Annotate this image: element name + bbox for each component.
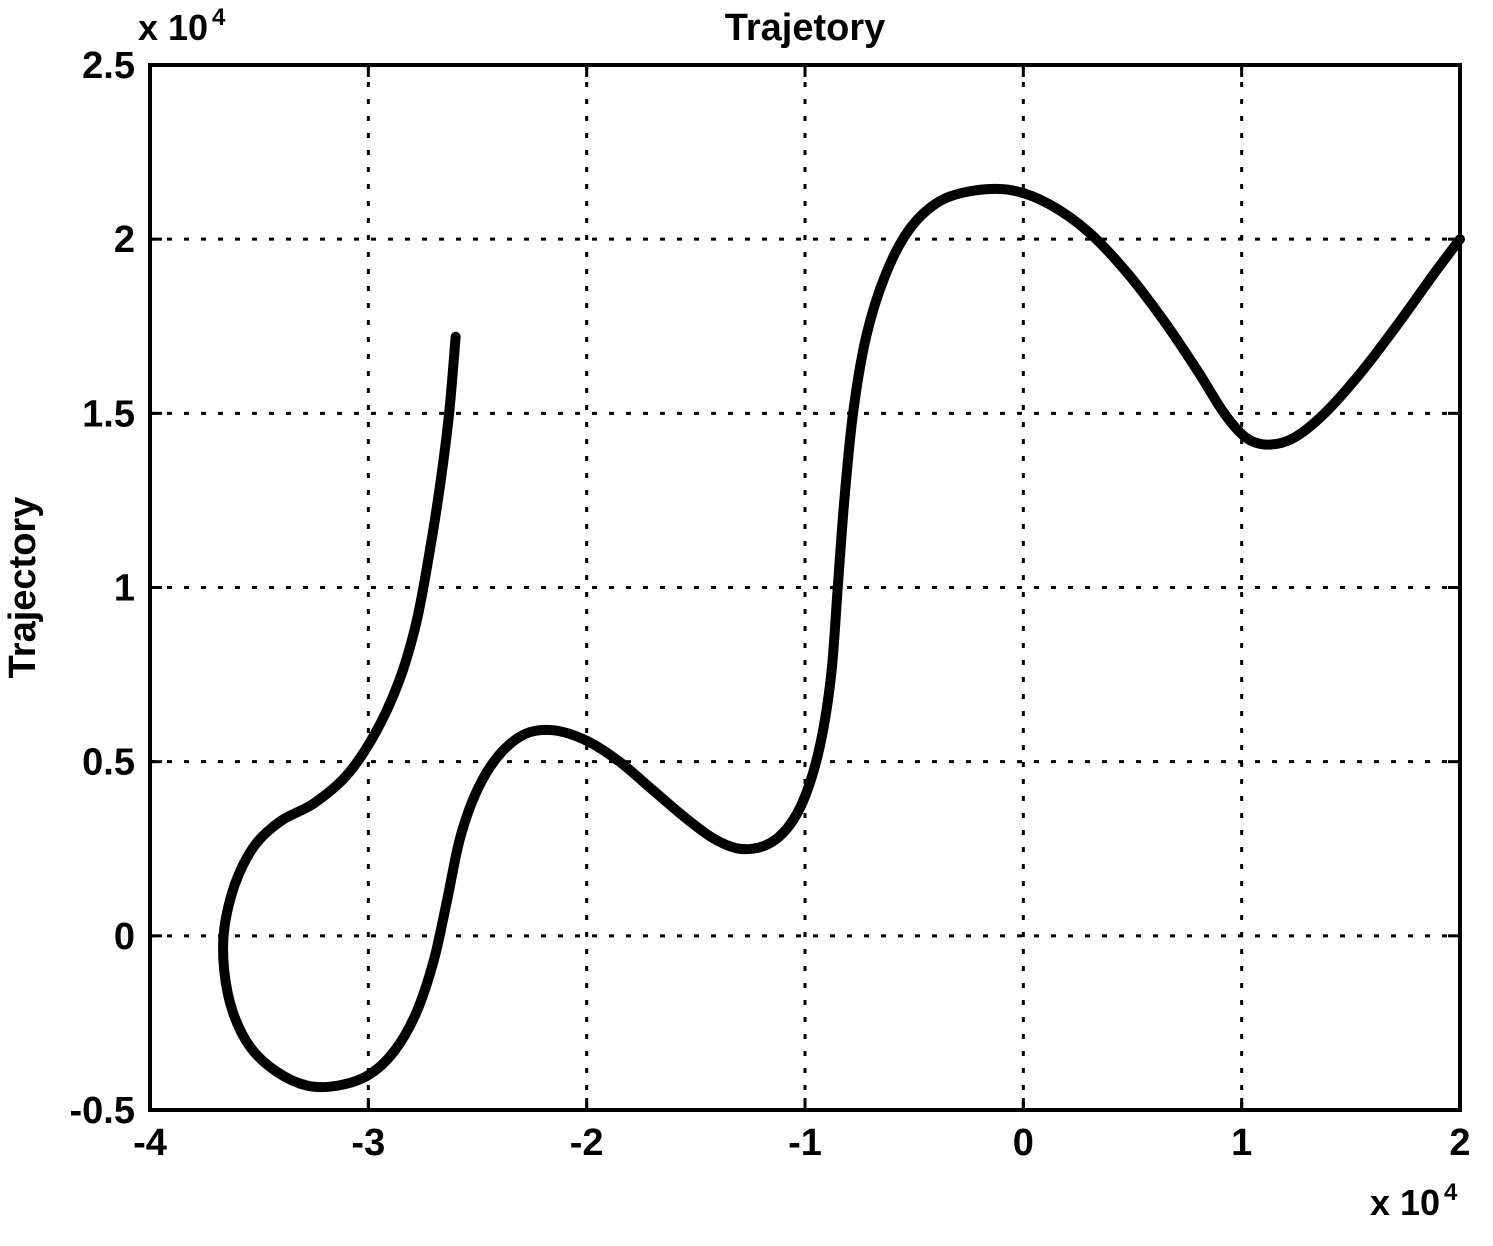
y-tick-label: 1.5 [82, 393, 135, 435]
x-tick-label: -1 [788, 1122, 822, 1164]
x-tick-label: 0 [1013, 1122, 1034, 1164]
y-exponent-sup: 4 [212, 4, 226, 31]
y-tick-label: -0.5 [70, 1090, 135, 1132]
x-exponent-label: x 10 [1370, 1182, 1440, 1223]
y-tick-label: 1 [114, 568, 135, 610]
y-tick-label: 2 [114, 219, 135, 261]
y-exponent-label: x 10 [138, 7, 208, 48]
x-tick-label: -2 [570, 1122, 604, 1164]
y-tick-label: 0.5 [82, 742, 135, 784]
trajectory-chart: -4 -3 -2 -1 0 1 2 -0.5 0 0.5 1 1.5 2 2.5 Trajetory x 10… [0, 0, 1493, 1246]
y-axis-label: Trajectory [2, 497, 44, 679]
chart-svg: -4 -3 -2 -1 0 1 2 -0.5 0 0.5 1 1.5 2 2.5 Trajetory x 10… [0, 0, 1493, 1246]
x-tick-label: 2 [1449, 1122, 1470, 1164]
chart-title: Trajetory [725, 7, 886, 49]
x-tick-label: -4 [133, 1122, 167, 1164]
y-tick-label: 2.5 [82, 45, 135, 87]
x-tick-label: 1 [1231, 1122, 1252, 1164]
x-exponent-sup: 4 [1444, 1179, 1458, 1206]
y-tick-label: 0 [114, 916, 135, 958]
x-tick-label: -3 [351, 1122, 385, 1164]
